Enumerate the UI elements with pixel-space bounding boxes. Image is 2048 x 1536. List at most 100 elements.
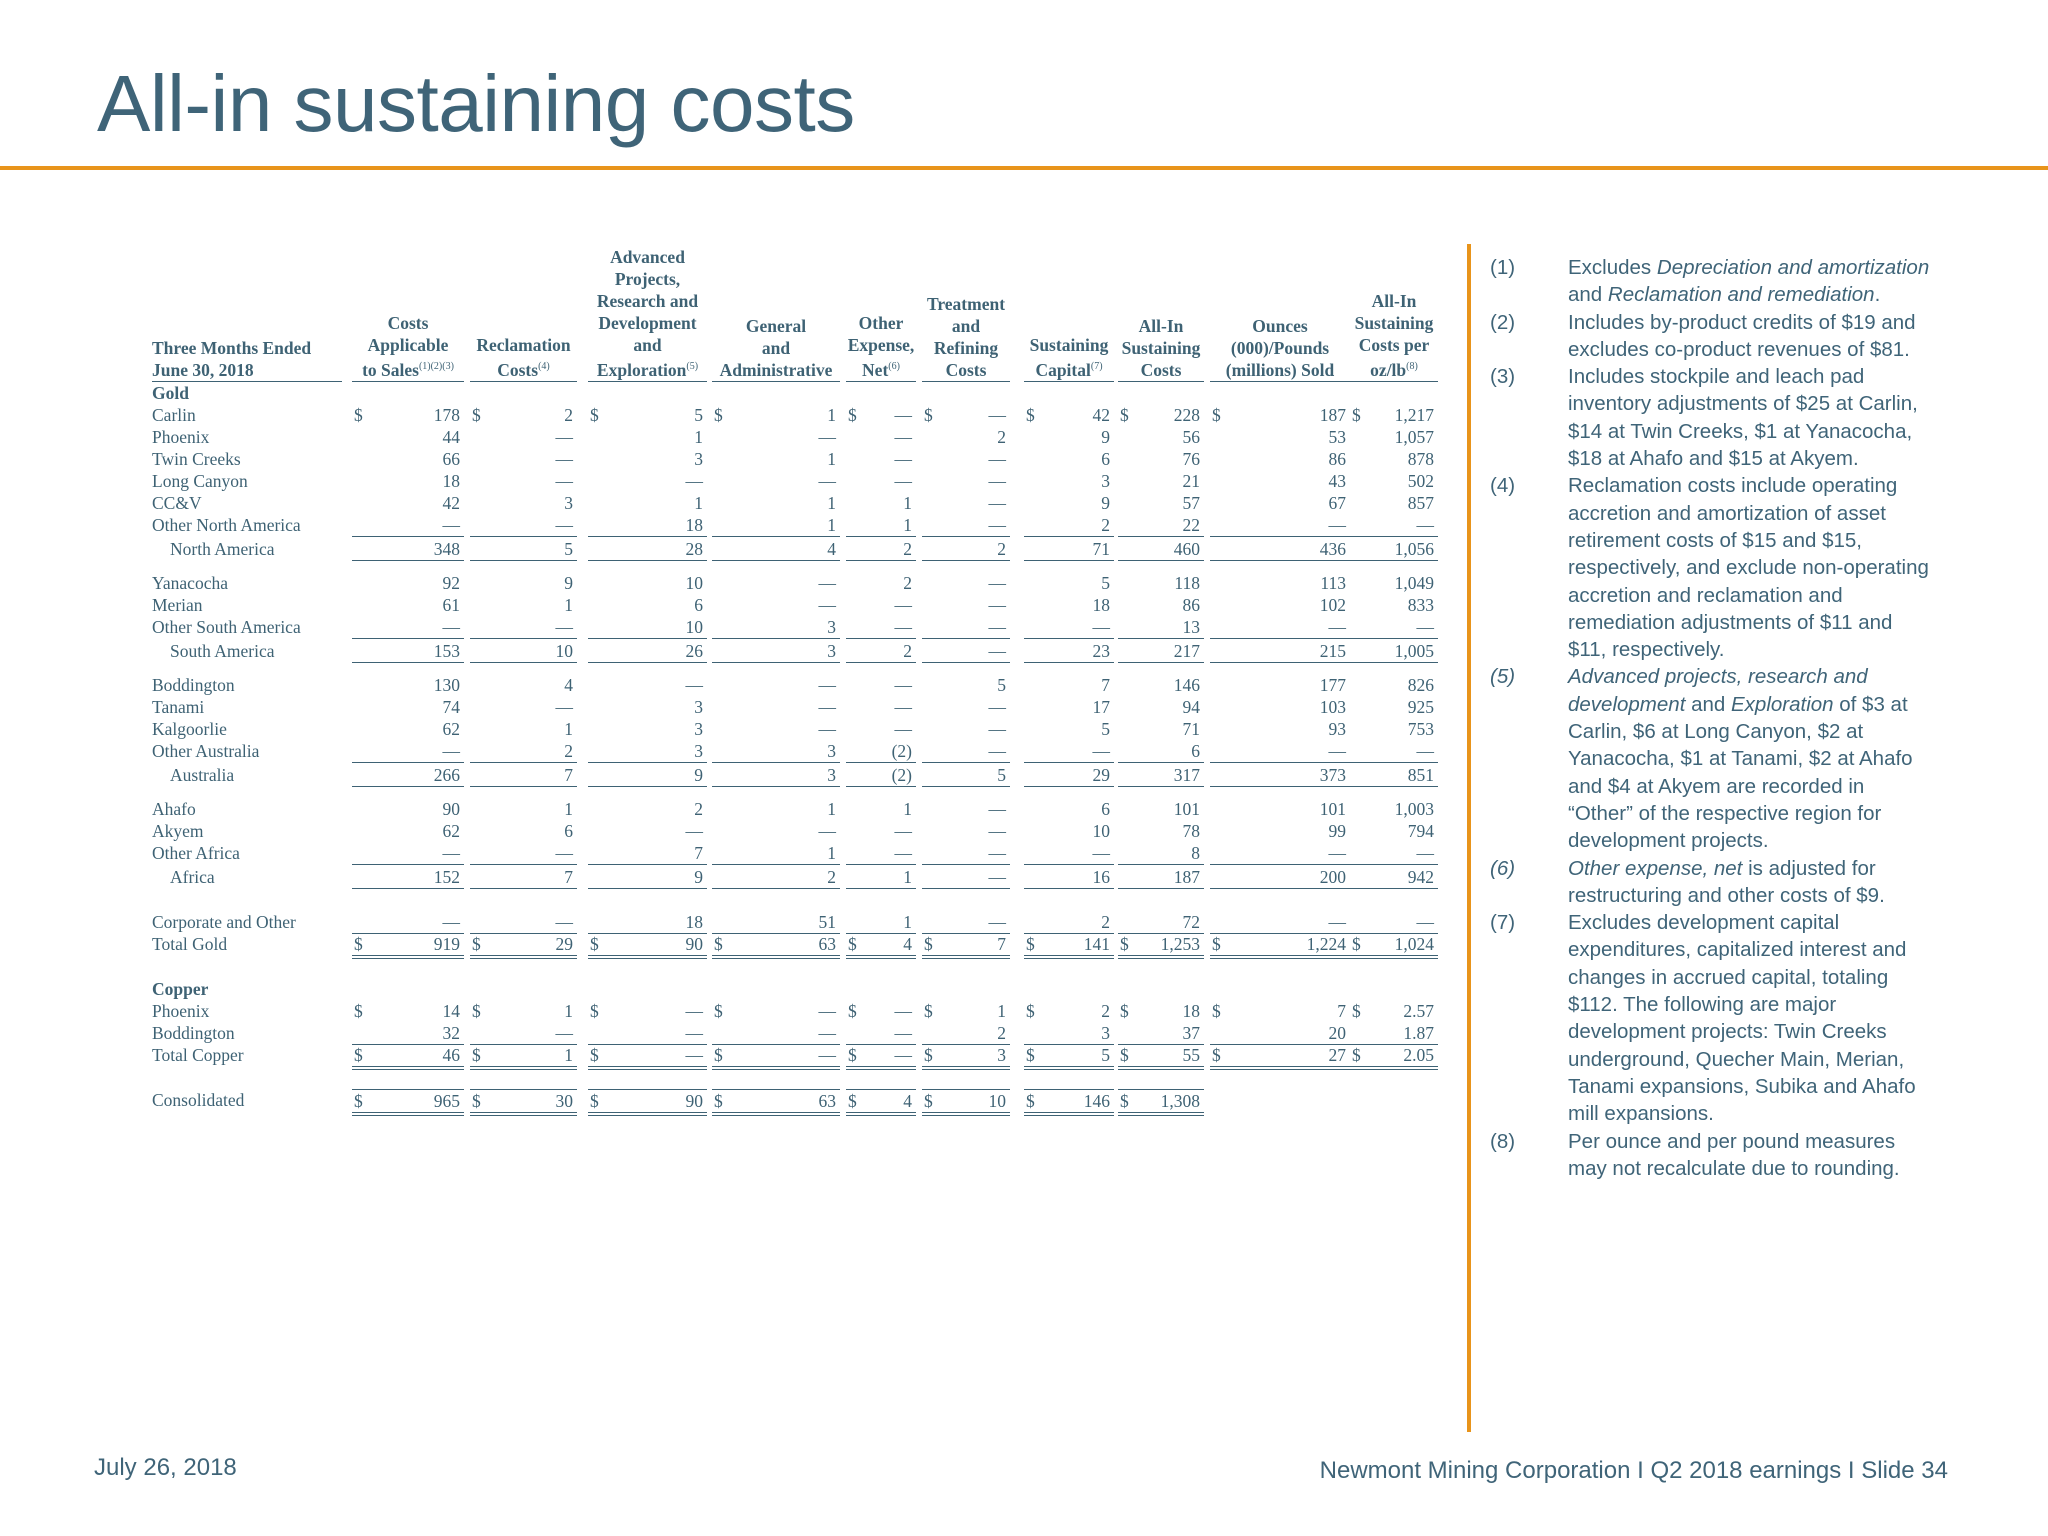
table-cell: 90	[352, 798, 464, 820]
dollar-sign: $	[924, 1045, 933, 1065]
table-cell: $30	[470, 1089, 577, 1116]
footnote-number: (5)	[1490, 665, 1516, 689]
dollar-sign: $	[848, 405, 857, 425]
dollar-sign: $	[1026, 934, 1035, 954]
dollar-sign: $	[1026, 1091, 1035, 1111]
cell-value: 20	[1328, 1023, 1347, 1043]
cell-value: 63	[818, 934, 837, 954]
table-cell: $ —	[922, 404, 1010, 426]
cell-value: 90	[442, 799, 461, 819]
table-cell: $ —	[846, 1044, 916, 1070]
row-label: Ahafo	[152, 799, 196, 819]
table-cell: —	[922, 798, 1010, 820]
cell-value: —	[988, 697, 1007, 717]
cell-value: 46	[442, 1045, 461, 1065]
table-cell: 102	[1210, 594, 1350, 616]
table-cell: —	[588, 1022, 707, 1045]
cell-value: —	[988, 843, 1007, 863]
dollar-sign: $	[848, 934, 857, 954]
dollar-sign: $	[1352, 934, 1361, 954]
dollar-sign: $	[1120, 1091, 1129, 1111]
cell-value: —	[988, 493, 1007, 513]
cell-value: 436	[1319, 539, 1346, 559]
cell-value: 1,056	[1394, 539, 1434, 559]
cell-value: 23	[1092, 641, 1111, 661]
table-row: Phoenix 44 — 1 — — 2 9 56 53 1,057	[152, 426, 1438, 448]
dollar-sign: $	[1212, 934, 1221, 954]
cell-value: 2	[827, 867, 836, 887]
dollar-sign: $	[1026, 1001, 1035, 1021]
table-cell: 1	[846, 514, 916, 537]
table-cell: 3	[588, 448, 707, 470]
section-heading: Gold	[152, 383, 189, 403]
cell-value: —	[988, 867, 1007, 887]
table-cell: (2)	[846, 764, 916, 787]
table-cell: —	[1350, 740, 1438, 763]
cell-value: 3	[694, 697, 703, 717]
table-row: Total Copper $46 $1 $ — $ — $ — $3 $5 $55 $27 $2.05	[152, 1044, 1438, 1070]
cell-value: —	[988, 799, 1007, 819]
cell-value: 6	[1101, 799, 1110, 819]
table-cell: 1	[588, 492, 707, 514]
table-cell: 94	[1118, 696, 1204, 718]
dollar-sign: $	[1352, 1001, 1361, 1021]
table-cell: —	[712, 470, 840, 492]
cell-value: 78	[1182, 821, 1201, 841]
cell-value: 76	[1182, 449, 1201, 469]
table-cell: —	[846, 820, 916, 842]
footnote-text: Excludes Depreciation and amortization a…	[1568, 256, 1930, 307]
cell-value: 141	[1083, 934, 1110, 954]
footnote-number: (1)	[1490, 256, 1516, 279]
cell-value: 1,308	[1160, 1091, 1200, 1111]
dollar-sign: $	[924, 405, 933, 425]
column-header-label: Three Months Ended June 30, 2018	[152, 337, 342, 382]
table-row: Long Canyon 18 — — — — — 3 21 43 502	[152, 470, 1438, 492]
column-header-label: Advanced Projects, Research and Development…	[588, 246, 707, 382]
cell-value: 7	[997, 934, 1006, 954]
cell-value: 925	[1407, 697, 1434, 717]
table-cell: 3	[588, 696, 707, 718]
cell-value: 74	[442, 697, 461, 717]
table-cell: —	[922, 696, 1010, 718]
table-cell: —	[588, 674, 707, 696]
cell-value: 2	[564, 405, 573, 425]
table-cell: —	[1210, 514, 1350, 537]
table-cell: 101	[1118, 798, 1204, 820]
table-cell: 5	[1024, 718, 1114, 740]
table-cell: —	[922, 640, 1010, 663]
table-row: Total Gold $919 $29 $90 $63 $4 $7 $141 $1,253 $1,…	[152, 933, 1438, 959]
row-label: Australia	[170, 765, 235, 785]
table-cell: 1	[846, 798, 916, 820]
cell-value: 2	[997, 1023, 1006, 1043]
cell-value: —	[1416, 843, 1435, 863]
cell-value: 1	[997, 1001, 1006, 1021]
table-cell: —	[1210, 740, 1350, 763]
table-cell: 5	[1024, 572, 1114, 594]
table-cell: —	[712, 1022, 840, 1045]
cell-value: —	[988, 449, 1007, 469]
table-cell: 2	[922, 538, 1010, 561]
table-cell: 7	[1024, 674, 1114, 696]
cell-value: 92	[442, 573, 461, 593]
cell-value: —	[1416, 617, 1435, 637]
table-cell: —	[922, 616, 1010, 639]
table-cell: 3	[588, 740, 707, 763]
table-cell: 37	[1118, 1022, 1204, 1045]
table-cell: 2	[846, 572, 916, 594]
table-cell: 21	[1118, 470, 1204, 492]
table-cell: $14	[352, 1000, 464, 1022]
table-cell: —	[1210, 911, 1350, 934]
cell-value: 18	[442, 471, 461, 491]
cell-value: 215	[1319, 641, 1346, 661]
cell-value: —	[685, 675, 704, 695]
section-spacer	[152, 786, 1438, 798]
footnote: (8) Per ounce and per pound measures may …	[1490, 1128, 1930, 1183]
table-cell: $7	[1210, 1000, 1350, 1022]
cell-value: 30	[555, 1091, 574, 1111]
cell-value: 152	[433, 867, 460, 887]
cell-value: 3	[827, 617, 836, 637]
cell-value: 1,253	[1160, 934, 1200, 954]
table-cell: (2)	[846, 740, 916, 763]
table-cell: 502	[1350, 470, 1438, 492]
cell-value: 7	[1337, 1001, 1346, 1021]
